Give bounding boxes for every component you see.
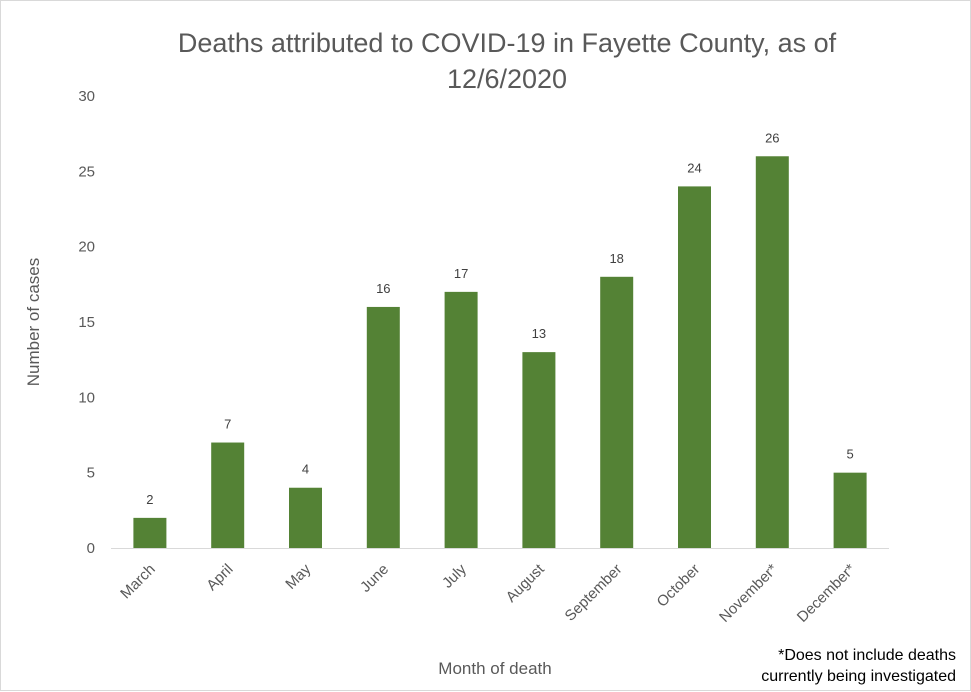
data-label: 24 [687, 160, 701, 175]
data-label: 16 [376, 281, 390, 296]
bar [444, 291, 478, 548]
x-tick-label: July [439, 560, 470, 591]
y-tick-label: 30 [78, 88, 95, 105]
y-tick-label: 20 [78, 239, 95, 256]
bar [289, 487, 322, 548]
x-tick-label: November* [716, 561, 781, 626]
bar [678, 186, 711, 548]
x-tick-label: June [357, 561, 392, 596]
y-tick-label: 5 [87, 465, 95, 482]
y-axis-ticks: 0 5 10 15 20 25 30 [78, 88, 95, 557]
data-label: 26 [765, 130, 779, 145]
y-tick-label: 15 [78, 314, 95, 331]
data-label: 17 [454, 266, 468, 281]
footnote-line-2: currently being investigated [761, 668, 956, 685]
x-axis-ticks: March April May June July August September Octo… [117, 560, 859, 626]
data-label: 5 [846, 447, 853, 462]
data-labels: 2 7 4 16 17 13 18 24 26 5 [146, 130, 853, 507]
y-tick-label: 0 [87, 540, 95, 557]
bars [133, 156, 867, 548]
bar [211, 442, 245, 548]
footnote: *Does not include deaths currently being… [716, 645, 956, 687]
data-label: 18 [609, 251, 623, 266]
data-label: 4 [302, 462, 309, 477]
data-label: 7 [224, 417, 231, 432]
x-tick-label: August [503, 560, 549, 606]
x-tick-label: April [203, 561, 236, 594]
y-tick-label: 10 [78, 389, 95, 406]
y-tick-label: 25 [78, 163, 95, 180]
x-axis-title: Month of death [438, 659, 551, 678]
chart-title-line-1: Deaths attributed to COVID-19 in Fayette… [178, 28, 837, 58]
y-axis-title: Number of cases [24, 258, 43, 387]
data-label: 2 [146, 492, 153, 507]
x-tick-label: December* [794, 561, 859, 626]
bar [522, 352, 556, 548]
chart-title-line-2: 12/6/2020 [447, 64, 567, 94]
footnote-line-1: *Does not include deaths [778, 647, 956, 664]
x-tick-label: September [562, 561, 626, 625]
x-tick-label: May [282, 560, 314, 592]
bar [600, 276, 634, 548]
x-tick-label: October [654, 561, 704, 611]
x-tick-label: March [117, 561, 158, 602]
bar [133, 517, 167, 548]
bar [755, 156, 789, 548]
data-label: 13 [532, 326, 546, 341]
bar [366, 306, 400, 548]
bar [833, 472, 867, 548]
